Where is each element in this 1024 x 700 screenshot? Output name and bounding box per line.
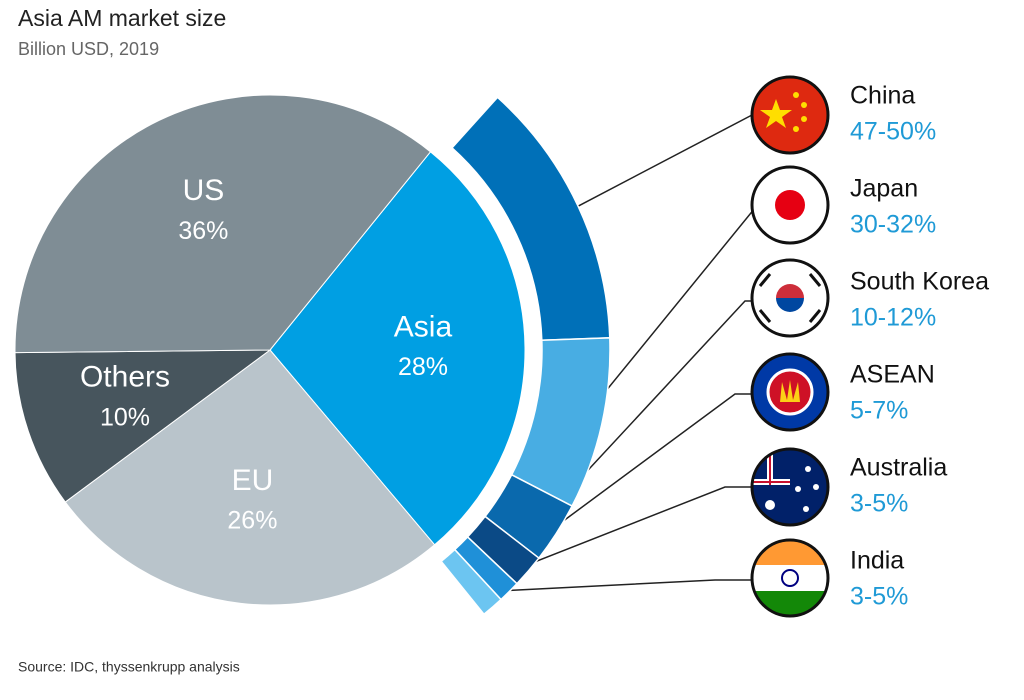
pie-slice [64,349,436,606]
connector-line [479,579,752,593]
connector-line [539,300,752,523]
flag-japan [750,165,830,245]
country-share: 3-5% [850,490,908,518]
source-note: Source: IDC, thyssenkrupp analysis [18,659,240,675]
country-share: 10-12% [850,304,936,332]
country-share: 3-5% [850,583,908,611]
ring-segment [510,337,611,508]
pie-slice [14,349,272,503]
slice-value: 26% [227,507,277,535]
slice-label: Asia [394,310,453,343]
flag-india [750,538,830,618]
connector-line [577,114,753,207]
country-share: 47-50% [850,118,936,146]
pie-slice [14,94,432,354]
slice-value: 36% [178,217,228,245]
slice-label: EU [232,464,274,497]
country-name: Japan [850,175,918,203]
chart-title: Asia AM market size [18,5,226,31]
flag-asean [750,352,830,432]
connectors [479,114,757,593]
country-name: ASEAN [850,361,935,389]
country-name: China [850,82,915,110]
country-share: 30-32% [850,211,936,239]
ring-segment [440,548,503,616]
pie-slice [269,151,526,546]
country-name: South Korea [850,268,989,296]
connector-line [512,393,752,559]
country-share: 5-7% [850,397,908,425]
country-name: Australia [850,454,947,482]
slice-value: 28% [398,353,448,381]
slice-value: 10% [100,403,150,431]
flag-china [750,75,830,155]
country-name: India [850,547,904,575]
chart-subtitle: Billion USD, 2019 [18,39,159,59]
slice-label: Others [80,361,170,394]
slice-label: US [183,174,225,207]
flag-korea [750,258,830,338]
flag-australia [750,447,830,527]
connector-line [494,486,752,579]
